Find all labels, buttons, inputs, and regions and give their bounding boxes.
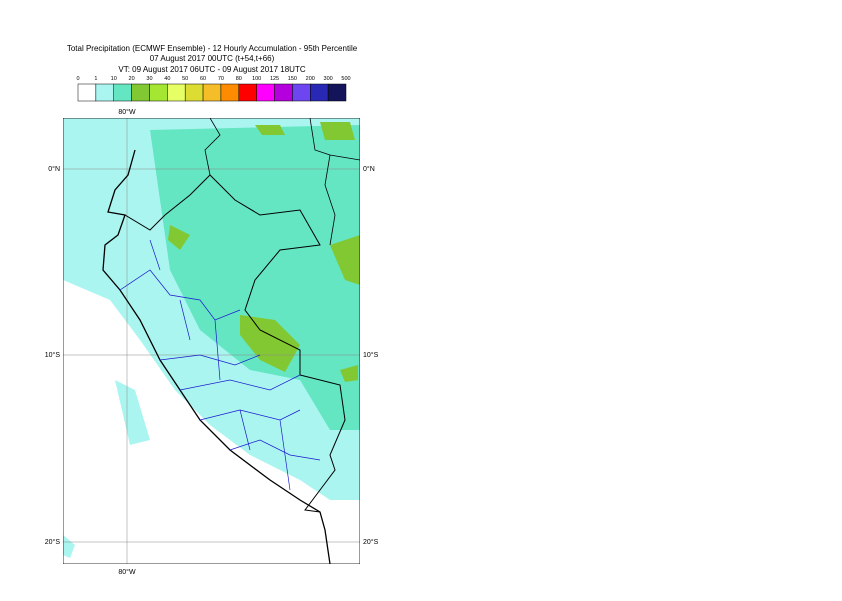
legend-swatch <box>184 83 204 102</box>
title: Total Precipitation (ECMWF Ensemble) - 1… <box>67 44 358 53</box>
lat-label: 10°S <box>363 351 379 359</box>
legend-label: 40 <box>164 76 170 82</box>
legend-label: 100 <box>252 76 261 82</box>
legend-label: 200 <box>306 76 315 82</box>
legend: 0 1 10 20 30 40 50 60 70 80 100 125 150 200 300 500 <box>76 76 351 102</box>
legend-swatch <box>256 83 275 102</box>
legend-swatch <box>131 83 150 102</box>
legend-swatch <box>149 83 168 102</box>
legend-swatch <box>327 83 347 102</box>
lat-label: 20°S <box>45 538 61 546</box>
lat-label: 0°N <box>363 165 375 173</box>
legend-label: 0 <box>76 76 79 82</box>
legend-label: 20 <box>129 76 135 82</box>
legend-label: 150 <box>288 76 297 82</box>
legend-label: 300 <box>324 76 333 82</box>
subtitle: 07 August 2017 00UTC (t+54,t+66) <box>150 54 275 63</box>
map <box>63 118 360 564</box>
lon-label: 80°W <box>118 108 136 116</box>
legend-swatch <box>292 83 311 102</box>
lon-label: 80°W <box>118 568 136 576</box>
legend-swatch <box>274 83 293 102</box>
legend-label: 80 <box>236 76 242 82</box>
legend-label: 60 <box>200 76 206 82</box>
legend-label: 10 <box>111 76 117 82</box>
lat-label: 10°S <box>45 351 61 359</box>
legend-swatch <box>220 83 240 102</box>
legend-swatch <box>310 83 329 102</box>
legend-swatch <box>77 83 97 102</box>
lat-label: 0°N <box>48 165 60 173</box>
legend-swatch <box>202 83 222 102</box>
legend-label: 125 <box>270 76 279 82</box>
legend-label: 50 <box>182 76 188 82</box>
legend-label: 30 <box>146 76 152 82</box>
legend-swatch <box>113 83 132 102</box>
lat-label: 20°S <box>363 538 379 546</box>
legend-swatch <box>95 83 114 102</box>
subtitle: VT: 09 August 2017 06UTC - 09 August 201… <box>118 65 305 74</box>
legend-swatch <box>167 83 186 102</box>
legend-swatch <box>238 83 257 102</box>
legend-label: 70 <box>218 76 224 82</box>
legend-label: 500 <box>341 76 350 82</box>
legend-label: 1 <box>94 76 97 82</box>
